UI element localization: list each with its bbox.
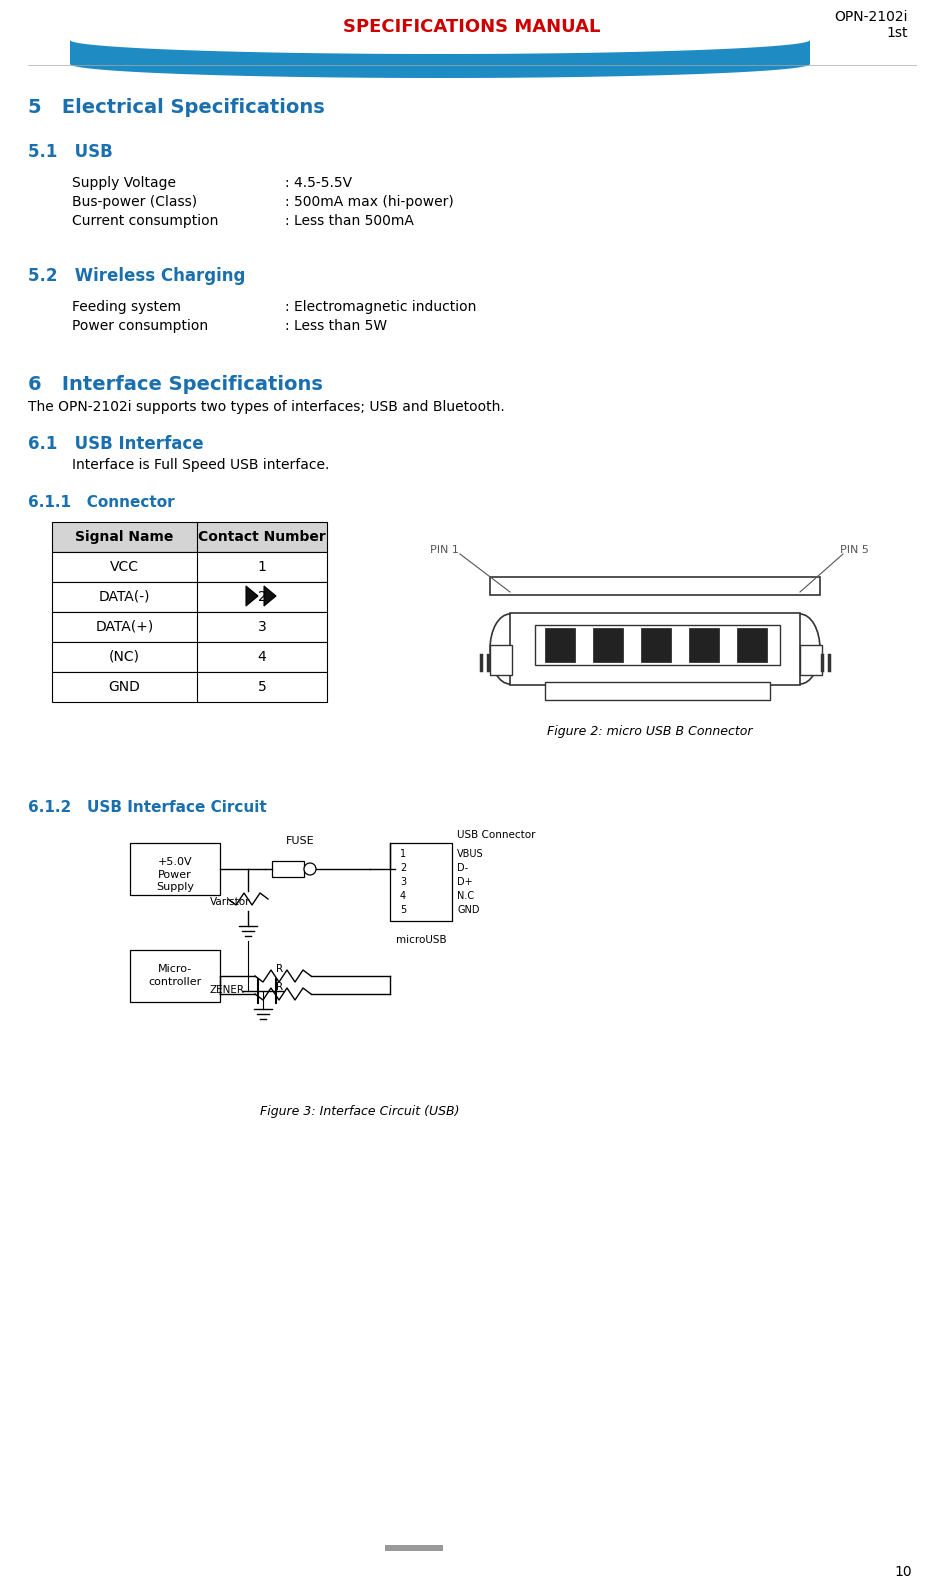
Bar — [490, 578, 820, 595]
Text: Bus-power (Class): Bus-power (Class) — [72, 195, 197, 209]
Text: D-: D- — [457, 863, 468, 873]
Text: R: R — [277, 963, 283, 974]
Text: ZENER: ZENER — [210, 986, 245, 995]
Bar — [52, 582, 327, 613]
Text: 6   Interface Specifications: 6 Interface Specifications — [28, 375, 323, 394]
Text: R: R — [277, 982, 283, 992]
Text: Feeding system: Feeding system — [72, 300, 181, 314]
Text: The OPN-2102i supports two types of interfaces; USB and Bluetooth.: The OPN-2102i supports two types of inte… — [28, 400, 505, 414]
Text: controller: controller — [148, 978, 202, 987]
Circle shape — [304, 863, 316, 874]
Text: N.C: N.C — [457, 890, 474, 901]
Text: 5.1   USB: 5.1 USB — [28, 143, 112, 160]
Bar — [52, 613, 327, 643]
Text: GND: GND — [457, 905, 480, 916]
Text: Supply Voltage: Supply Voltage — [72, 176, 176, 190]
Text: : Less than 500mA: : Less than 500mA — [285, 214, 413, 229]
Text: Contact Number: Contact Number — [198, 530, 326, 544]
Text: +5.0V: +5.0V — [158, 857, 193, 867]
Text: D+: D+ — [457, 878, 473, 887]
Text: 2: 2 — [400, 863, 406, 873]
Text: 3: 3 — [400, 878, 406, 887]
Text: Micro-: Micro- — [158, 963, 193, 974]
Bar — [52, 643, 327, 671]
Text: 4: 4 — [258, 651, 266, 663]
Text: 4: 4 — [400, 890, 406, 901]
Text: DATA(+): DATA(+) — [95, 621, 154, 633]
Text: FUSE: FUSE — [286, 836, 314, 846]
Text: (NC): (NC) — [109, 651, 140, 663]
Bar — [535, 625, 780, 665]
Text: 5   Electrical Specifications: 5 Electrical Specifications — [28, 98, 325, 117]
Text: : Electromagnetic induction: : Electromagnetic induction — [285, 300, 477, 314]
Text: 5: 5 — [258, 679, 266, 694]
Text: 1st: 1st — [886, 25, 908, 40]
Text: VBUS: VBUS — [457, 849, 483, 859]
Text: 1: 1 — [258, 560, 266, 574]
Text: VCC: VCC — [110, 560, 139, 574]
Text: Current consumption: Current consumption — [72, 214, 218, 229]
Text: Supply: Supply — [156, 882, 194, 892]
Text: : 500mA max (hi-power): : 500mA max (hi-power) — [285, 195, 454, 209]
Text: PIN 5: PIN 5 — [840, 544, 868, 555]
Bar — [385, 1546, 443, 1550]
Text: Signal Name: Signal Name — [76, 530, 174, 544]
Polygon shape — [264, 586, 276, 606]
Bar — [689, 628, 719, 662]
Text: Interface is Full Speed USB interface.: Interface is Full Speed USB interface. — [72, 459, 329, 471]
Text: PIN 1: PIN 1 — [430, 544, 459, 555]
Bar — [390, 843, 452, 920]
Polygon shape — [70, 40, 810, 78]
Bar — [545, 628, 575, 662]
Text: 2: 2 — [258, 590, 266, 605]
Text: : 4.5-5.5V: : 4.5-5.5V — [285, 176, 352, 190]
Bar — [52, 522, 327, 552]
Text: : Less than 5W: : Less than 5W — [285, 319, 387, 333]
Bar — [593, 628, 623, 662]
Text: 10: 10 — [894, 1565, 912, 1579]
Text: DATA(-): DATA(-) — [99, 590, 150, 605]
Text: Figure 3: Interface Circuit (USB): Figure 3: Interface Circuit (USB) — [261, 1105, 460, 1117]
Text: GND: GND — [109, 679, 141, 694]
Bar — [737, 628, 767, 662]
Text: SPECIFICATIONS MANUAL: SPECIFICATIONS MANUAL — [344, 17, 600, 37]
Bar — [490, 644, 512, 674]
Bar — [800, 644, 822, 674]
Polygon shape — [246, 586, 258, 606]
Bar — [272, 862, 304, 878]
Text: Figure 2: micro USB B Connector: Figure 2: micro USB B Connector — [548, 725, 752, 738]
Text: USB Connector: USB Connector — [457, 830, 535, 840]
Bar — [545, 682, 770, 700]
Text: 5: 5 — [400, 905, 406, 916]
Text: 6.1.2   USB Interface Circuit: 6.1.2 USB Interface Circuit — [28, 800, 267, 816]
Text: Power: Power — [159, 870, 192, 881]
Text: 1: 1 — [400, 849, 406, 859]
Text: microUSB: microUSB — [396, 935, 447, 944]
Text: 6.1.1   Connector: 6.1.1 Connector — [28, 495, 175, 509]
Bar — [130, 951, 220, 1001]
Text: 3: 3 — [258, 621, 266, 633]
Bar — [130, 843, 220, 895]
Text: Varistor: Varistor — [210, 897, 250, 908]
Bar — [52, 552, 327, 582]
Text: OPN-2102i: OPN-2102i — [834, 10, 908, 24]
Bar — [510, 613, 800, 686]
Bar — [52, 671, 327, 701]
Text: Power consumption: Power consumption — [72, 319, 208, 333]
Text: 5.2   Wireless Charging: 5.2 Wireless Charging — [28, 267, 245, 286]
Text: 6.1   USB Interface: 6.1 USB Interface — [28, 435, 204, 452]
Bar — [641, 628, 671, 662]
